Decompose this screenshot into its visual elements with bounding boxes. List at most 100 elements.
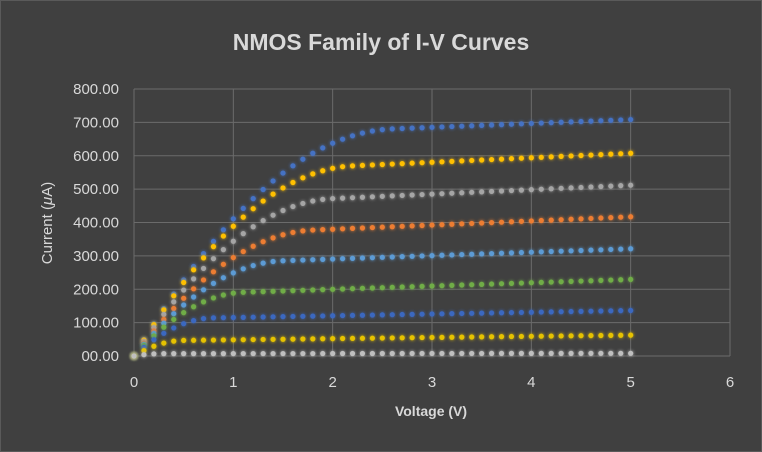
data-point: [359, 255, 366, 261]
data-point: [210, 256, 217, 262]
data-point: [538, 217, 544, 224]
data-point: [588, 118, 594, 124]
series-9: [131, 350, 634, 359]
data-point: [359, 225, 366, 231]
data-point: [161, 320, 167, 326]
data-point: [528, 187, 534, 193]
data-point: [330, 256, 336, 262]
data-point: [449, 282, 455, 288]
data-point: [250, 289, 256, 295]
data-point: [260, 198, 266, 204]
data-point: [558, 119, 564, 125]
data-point: [280, 185, 286, 191]
data-point: [270, 191, 276, 197]
data-point: [181, 287, 187, 293]
data-point: [618, 183, 624, 189]
data-point: [310, 350, 316, 357]
data-point: [280, 258, 286, 264]
data-point: [290, 203, 296, 210]
data-point: [379, 350, 385, 357]
data-point: [310, 171, 316, 177]
data-point: [439, 334, 445, 340]
data-point: [389, 193, 395, 199]
data-point: [419, 125, 425, 131]
data-point: [628, 332, 634, 338]
data-point: [181, 351, 187, 357]
data-point: [578, 278, 584, 284]
data-point: [608, 350, 614, 356]
data-point: [290, 350, 296, 357]
data-point: [578, 118, 584, 125]
data-point: [330, 226, 336, 232]
data-point: [518, 249, 525, 256]
data-point: [260, 217, 266, 224]
data-point: [429, 253, 435, 259]
data-point: [369, 255, 375, 261]
data-point: [290, 288, 296, 294]
data-point: [310, 150, 316, 156]
data-point: [598, 350, 604, 356]
data-point: [409, 350, 415, 357]
data-point: [330, 336, 336, 342]
data-point: [598, 215, 604, 221]
data-point: [439, 159, 445, 165]
data-point: [171, 338, 177, 344]
data-point: [220, 227, 226, 233]
data-point: [349, 286, 356, 292]
data-point: [479, 281, 485, 287]
data-point: [359, 130, 366, 136]
data-point: [379, 335, 385, 341]
series-3: [131, 182, 634, 359]
data-point: [200, 351, 207, 357]
data-point: [409, 192, 415, 198]
data-point: [409, 125, 415, 131]
data-point: [508, 219, 515, 225]
data-point: [379, 193, 385, 199]
data-point: [330, 286, 336, 292]
data-point: [240, 214, 246, 220]
chart-title: NMOS Family of I-V Curves: [233, 29, 530, 55]
data-point: [200, 287, 207, 293]
data-point: [568, 216, 574, 222]
y-tick-label: 200.00: [73, 281, 119, 298]
data-point: [558, 248, 564, 254]
data-point: [558, 185, 564, 191]
data-point: [369, 335, 375, 341]
data-point: [528, 120, 534, 127]
data-point: [548, 120, 554, 126]
data-point: [618, 246, 624, 252]
data-point: [409, 311, 415, 317]
data-point: [518, 350, 525, 356]
data-point: [469, 157, 475, 164]
data-point: [399, 254, 405, 260]
data-point: [479, 310, 485, 316]
data-point: [340, 136, 346, 142]
data-point: [538, 186, 544, 192]
data-point: [628, 350, 634, 356]
data-point: [320, 287, 326, 293]
data-point: [399, 350, 405, 357]
data-point: [280, 288, 286, 294]
data-point: [161, 351, 167, 357]
data-point: [618, 277, 624, 283]
data-point: [270, 350, 276, 357]
data-point: [439, 124, 445, 130]
data-point: [449, 252, 455, 258]
data-point: [578, 184, 584, 191]
data-point: [369, 224, 375, 231]
data-point: [469, 251, 475, 257]
data-point: [419, 283, 425, 289]
data-point: [399, 335, 405, 341]
data-point: [469, 189, 475, 195]
data-point: [508, 250, 515, 256]
data-point: [608, 277, 614, 283]
data-point: [548, 333, 554, 339]
data-point: [270, 336, 276, 342]
data-point: [568, 333, 574, 339]
data-point: [568, 248, 574, 254]
data-point: [538, 249, 544, 255]
y-tick-label: 500.00: [73, 181, 119, 198]
data-point: [310, 313, 316, 319]
data-point: [459, 221, 465, 227]
